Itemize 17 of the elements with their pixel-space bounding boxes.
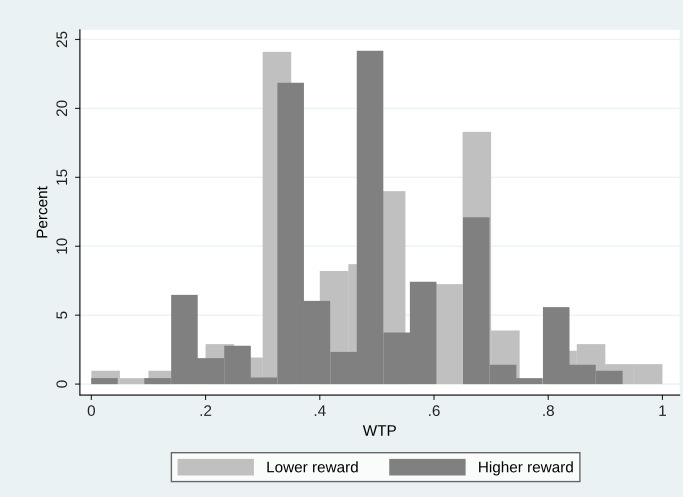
y-tick-label: 10	[56, 238, 68, 254]
y-tick-label: 5	[56, 312, 68, 319]
y-axis-title: Percent	[36, 186, 48, 238]
x-tick-label: 0	[88, 405, 95, 416]
bar	[91, 378, 118, 384]
x-tick-label: .8	[543, 405, 554, 416]
x-tick-label: .2	[200, 405, 212, 416]
x-tick-label: 1	[659, 405, 666, 416]
x-axis-title: WTP	[362, 425, 396, 436]
x-tick-label: .6	[429, 405, 440, 416]
legend-label: Lower reward	[267, 461, 358, 472]
y-tick-label: 0	[56, 380, 68, 388]
y-tick-label: 20	[56, 100, 68, 116]
legend-label: Higher reward	[479, 461, 573, 476]
y-tick-label: 15	[56, 169, 68, 185]
x-tick-label: .4	[314, 405, 326, 416]
y-tick-label: 25	[56, 32, 68, 48]
